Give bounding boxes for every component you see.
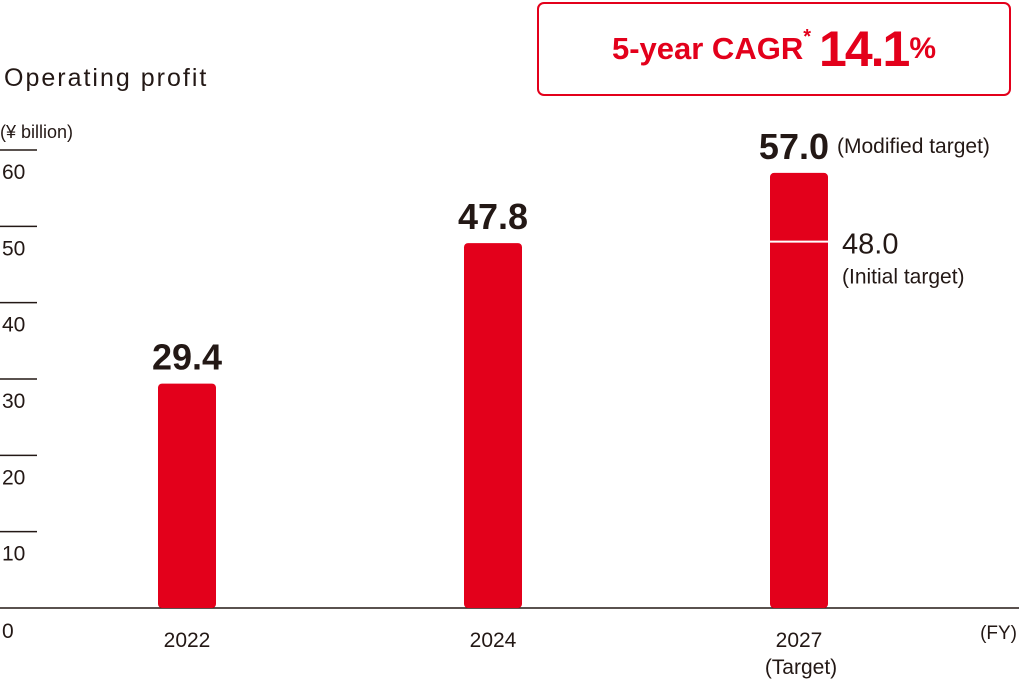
x-tick-label: 2022 bbox=[164, 629, 211, 652]
chart-title: Operating profit bbox=[4, 64, 208, 92]
x-tick-label: 2024 bbox=[470, 629, 517, 652]
x-axis-unit-label: (FY) bbox=[980, 623, 1017, 644]
cagr-label: 5-year CAGR bbox=[611, 31, 804, 66]
bar-2022 bbox=[158, 383, 216, 608]
x-tick-sublabel: (Target) bbox=[765, 656, 837, 679]
bar-2027 bbox=[770, 172, 828, 608]
initial-target-value: 48.0 bbox=[842, 229, 898, 261]
y-tick-label: 40 bbox=[2, 314, 25, 337]
y-tick-label: 60 bbox=[2, 161, 25, 184]
y-tick-label: 30 bbox=[2, 390, 25, 413]
cagr-asterisk: * bbox=[803, 25, 812, 48]
bar-2024 bbox=[464, 243, 522, 609]
y-tick-label: 10 bbox=[2, 543, 25, 566]
cagr-unit: % bbox=[909, 32, 937, 65]
y-tick-label: 50 bbox=[2, 237, 25, 260]
y-tick-label: 20 bbox=[2, 466, 25, 489]
y-tick-label: 0 bbox=[2, 620, 14, 643]
cagr-box: 5-year CAGR * 14.1 % bbox=[537, 2, 1011, 96]
initial-target-note: (Initial target) bbox=[842, 266, 965, 289]
y-axis-unit-label: (¥ billion) bbox=[0, 122, 73, 142]
bars: 29.4 2022 47.8 2024 57.0 (Modified target) 202… bbox=[152, 126, 990, 679]
bar-value-label: 57.0 bbox=[759, 126, 829, 167]
bar-value-label: 47.8 bbox=[458, 196, 528, 237]
bar-value-note: (Modified target) bbox=[837, 135, 990, 158]
bar-value-label: 29.4 bbox=[152, 337, 222, 378]
x-tick-label: 2027 bbox=[776, 629, 823, 652]
cagr-value: 14.1 bbox=[819, 21, 910, 77]
y-axis-ticks: 0 10 20 30 40 50 60 bbox=[0, 149, 37, 643]
